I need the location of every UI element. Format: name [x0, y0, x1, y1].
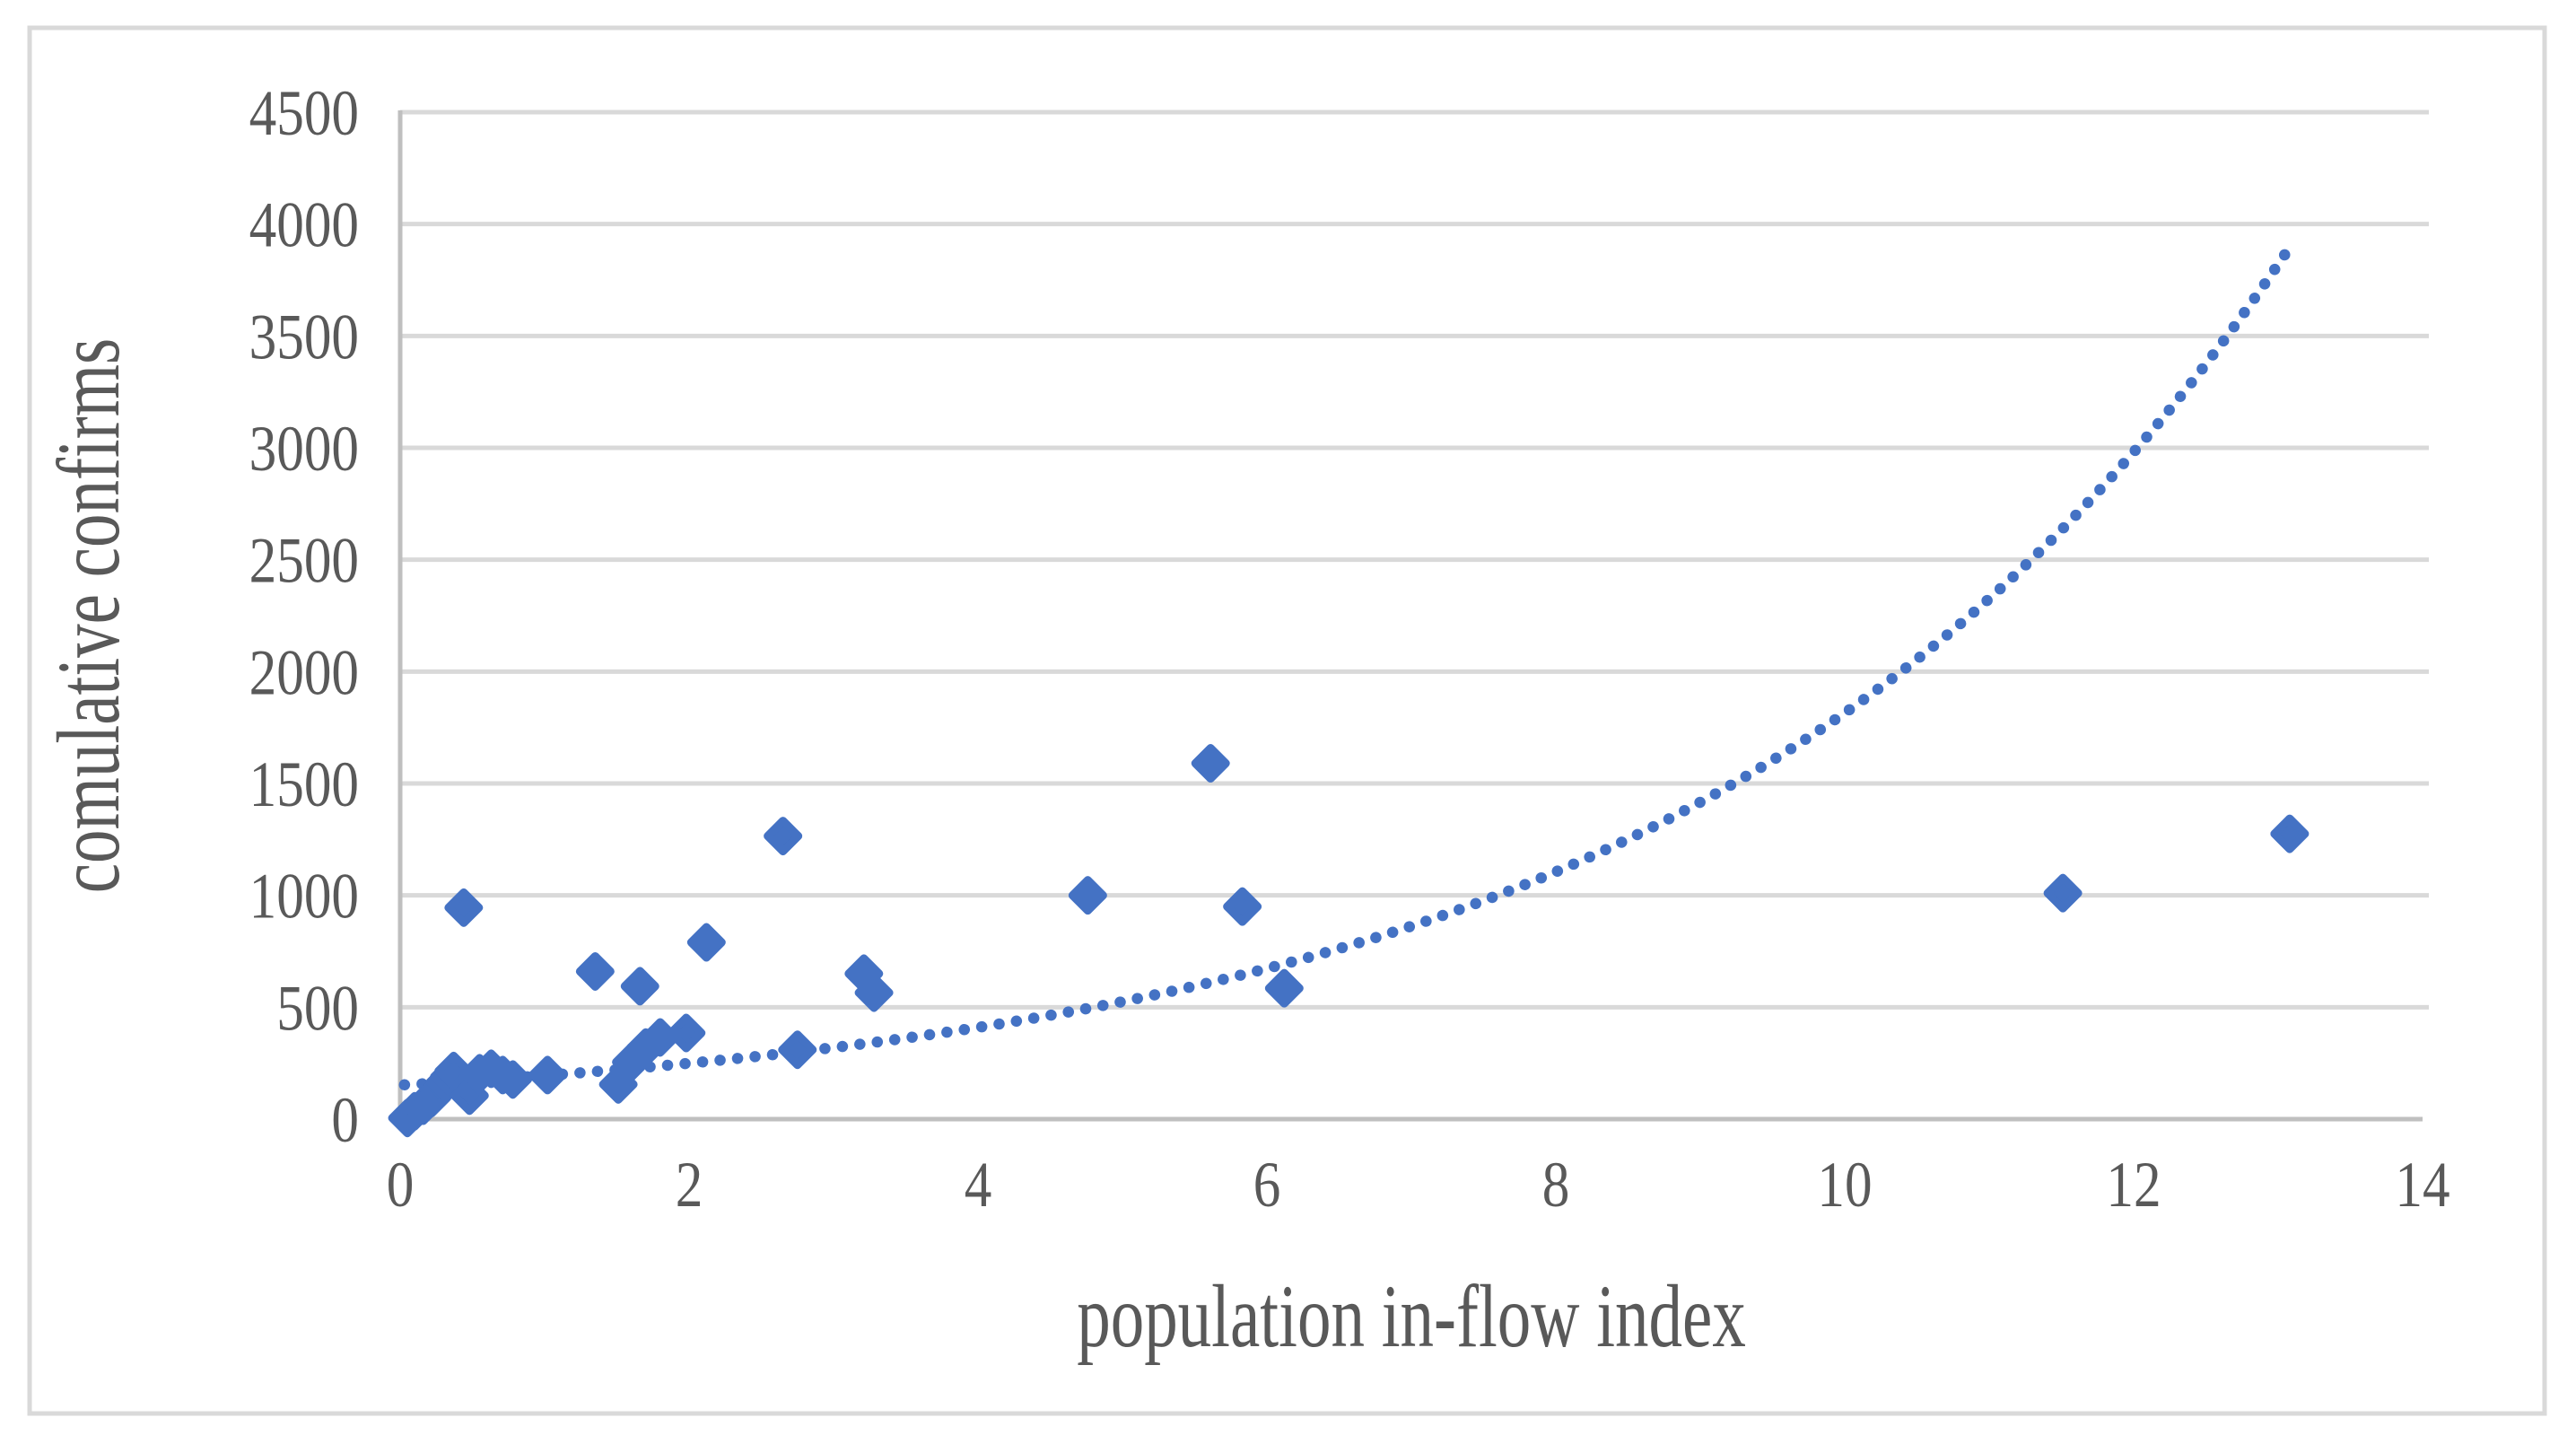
y-tick-label-4000: 4000 [249, 189, 359, 261]
scatter-point-27 [1068, 876, 1107, 915]
y-tick-label-0: 0 [331, 1084, 359, 1156]
x-axis-title: population in-flow index [1077, 1267, 1746, 1367]
x-tick-label-2: 2 [676, 1149, 703, 1221]
figure-border [27, 25, 2547, 1416]
scatter-point-23 [764, 817, 803, 856]
scatter-points [388, 744, 2310, 1138]
y-tick-label-4500: 4500 [249, 77, 359, 149]
x-tick-label-8: 8 [1542, 1149, 1570, 1221]
y-tick-label-1000: 1000 [249, 861, 359, 932]
scatter-point-13 [444, 888, 484, 927]
y-axis-title: comulative confirms [39, 338, 139, 893]
x-axis-tick-labels: 0 2 4 6 8 10 12 14 [387, 1149, 2450, 1221]
y-tick-label-2000: 2000 [249, 637, 359, 709]
y-tick-label-1500: 1500 [249, 748, 359, 820]
trendline-dotted [398, 243, 2294, 1091]
scatter-point-7 [434, 1051, 474, 1090]
y-axis-tick-labels: 0 500 1000 1500 2000 2500 3000 3500 4000 4500 [249, 77, 359, 1156]
scatter-point-21 [667, 1013, 706, 1053]
x-tick-label-12: 12 [2106, 1149, 2161, 1221]
x-tick-label-0: 0 [387, 1149, 415, 1221]
x-tick-label-6: 6 [1253, 1149, 1281, 1221]
x-tick-label-10: 10 [1817, 1149, 1872, 1221]
scatter-point-30 [1264, 968, 1304, 1008]
gridlines [400, 109, 2429, 1010]
scatter-point-32 [2270, 814, 2310, 853]
scatter-point-15 [575, 951, 615, 991]
y-tick-label-500: 500 [276, 973, 359, 1045]
scatter-point-22 [686, 923, 726, 962]
scatter-point-28 [1191, 744, 1230, 783]
y-tick-label-2500: 2500 [249, 525, 359, 597]
y-tick-label-3500: 3500 [249, 302, 359, 373]
scatter-point-24 [778, 1030, 817, 1070]
scatter-point-29 [1223, 887, 1262, 926]
scatter-point-12 [493, 1060, 533, 1099]
scatter-point-18 [620, 967, 659, 1006]
y-tick-label-3000: 3000 [249, 413, 359, 485]
x-tick-label-4: 4 [965, 1149, 992, 1221]
scatter-point-26 [854, 973, 894, 1012]
x-tick-label-14: 14 [2395, 1149, 2449, 1221]
scatter-point-14 [528, 1055, 567, 1095]
scatter-point-31 [2043, 873, 2083, 913]
